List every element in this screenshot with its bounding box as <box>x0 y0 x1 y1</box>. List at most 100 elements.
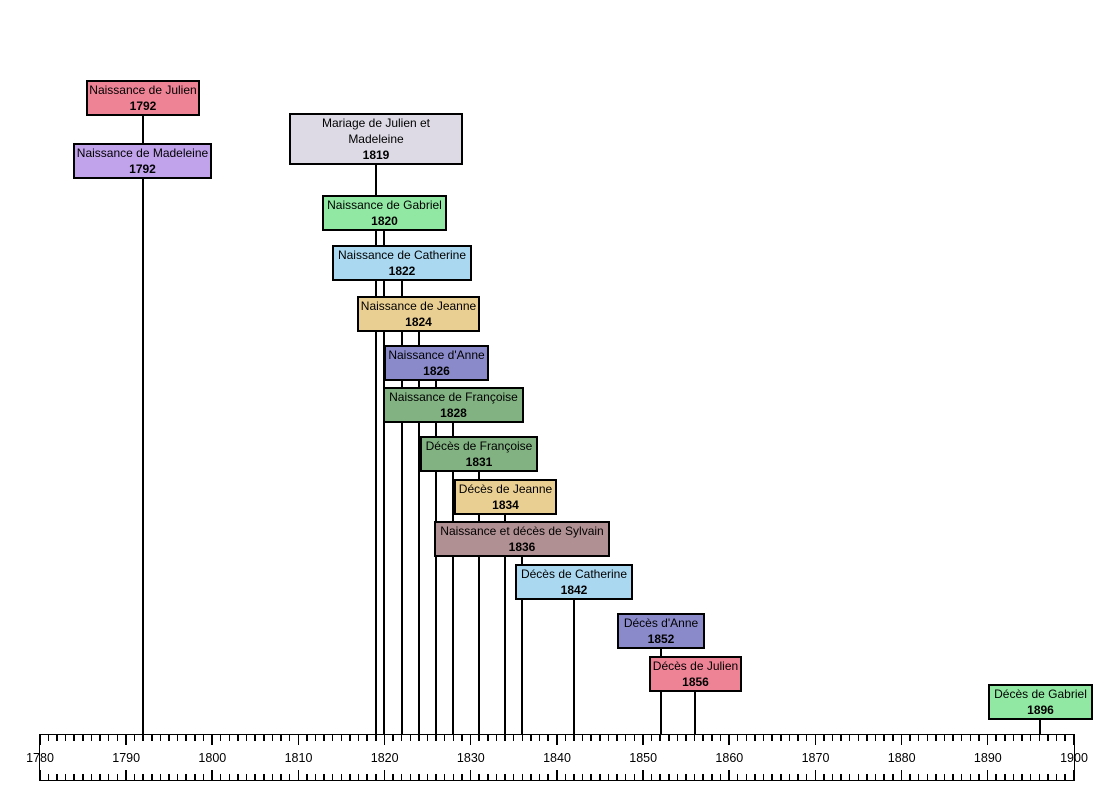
axis-tick-minor <box>960 735 963 741</box>
axis-tick-minor <box>719 735 722 741</box>
axis-tick-minor <box>883 774 885 780</box>
axis-tick-minor <box>547 774 549 780</box>
axis-year-label: 1900 <box>1060 750 1088 765</box>
axis-year-label: 1850 <box>629 750 658 765</box>
axis-tick-minor <box>400 774 403 780</box>
axis-tick-minor <box>47 735 50 741</box>
axis-tick-minor <box>702 774 704 780</box>
axis-tick-minor <box>159 735 162 741</box>
axis-tick-minor <box>909 774 911 780</box>
axis-tick-minor <box>616 735 618 741</box>
axis-tick-minor <box>624 735 627 741</box>
axis-tick-minor <box>521 774 524 780</box>
axis-tick-minor <box>478 774 480 780</box>
axis-year-label: 1870 <box>801 750 830 765</box>
axis-tick-minor <box>1064 774 1066 780</box>
axis-tick-minor <box>271 735 274 741</box>
axis-tick-minor <box>616 774 618 780</box>
axis-tick-minor <box>392 735 394 741</box>
event-name: Naissance de Julien <box>89 83 197 97</box>
axis-year-label: 1830 <box>456 750 485 765</box>
event-connector-line <box>1039 720 1042 734</box>
axis-tick-minor <box>159 774 162 780</box>
axis-tick-minor <box>1047 735 1049 741</box>
event-year: 1836 <box>508 540 536 554</box>
axis-tick-minor <box>1021 735 1023 741</box>
axis-tick-major <box>125 735 127 745</box>
axis-tick-minor <box>995 774 997 780</box>
axis-tick-minor <box>56 735 58 741</box>
axis-tick-minor <box>926 774 929 780</box>
axis-tick-minor <box>202 735 205 741</box>
axis-tick-minor <box>581 774 584 780</box>
axis-tick-major <box>469 770 472 780</box>
axis-tick-minor <box>323 735 325 741</box>
axis-tick-minor <box>874 735 877 741</box>
event-connector-line <box>383 231 386 734</box>
axis-tick-minor <box>280 774 282 780</box>
axis-tick-minor <box>90 774 93 780</box>
event-year: 1828 <box>440 406 467 420</box>
axis-tick-minor <box>1004 774 1006 780</box>
event-box: Naissance de Jeanne 1824 <box>357 296 480 332</box>
axis-tick-minor <box>599 774 601 780</box>
axis-tick-minor <box>969 774 972 780</box>
axis-tick-minor <box>1047 774 1049 780</box>
axis-tick-minor <box>176 735 179 741</box>
event-name: Décès de Françoise <box>425 439 533 453</box>
event-connector-line <box>478 472 481 734</box>
axis-tick-minor <box>1012 774 1015 780</box>
axis-year-label: 1860 <box>715 750 744 765</box>
event-connector-line <box>452 423 455 734</box>
axis-tick-minor <box>73 735 75 741</box>
axis-tick-minor <box>426 774 429 780</box>
axis-tick-major <box>814 770 816 780</box>
axis-year-label: 1800 <box>198 750 227 765</box>
axis-tick-minor <box>892 735 894 741</box>
event-year: 1834 <box>492 498 519 512</box>
axis-tick-minor <box>254 774 256 780</box>
event-box: Naissance de Madeleine 1792 <box>73 143 212 179</box>
axis-tick-minor <box>375 774 377 780</box>
axis-tick-minor <box>306 774 308 780</box>
axis-tick-minor <box>512 735 515 741</box>
axis-tick-minor <box>848 774 851 780</box>
axis-tick-minor <box>495 735 498 741</box>
axis-tick-minor <box>590 735 592 741</box>
axis-tick-minor <box>530 774 532 780</box>
axis-tick-minor <box>797 735 799 741</box>
axis-tick-minor <box>151 735 153 741</box>
event-name: Décès d'Anne <box>623 616 699 630</box>
axis-tick-minor <box>607 735 610 741</box>
event-year: 1792 <box>129 162 156 176</box>
axis-tick-minor <box>323 774 325 780</box>
event-year: 1856 <box>682 675 709 689</box>
axis-tick-minor <box>823 735 825 741</box>
axis-tick-minor <box>978 735 980 741</box>
event-name: Naissance de Catherine <box>337 248 467 262</box>
axis-tick-minor <box>228 735 231 741</box>
event-name: Mariage de Julien et <box>321 116 431 130</box>
axis-tick-minor <box>1029 735 1032 741</box>
axis-tick-minor <box>409 774 412 780</box>
axis-tick-minor <box>271 774 274 780</box>
axis-tick-major <box>1073 735 1075 745</box>
axis-tick-minor <box>263 774 265 780</box>
axis-tick-minor <box>452 774 455 780</box>
axis-tick-major <box>383 770 386 780</box>
axis-tick-minor <box>823 774 825 780</box>
event-box: Naissance de Julien 1792 <box>86 80 200 116</box>
axis-tick-minor <box>1004 735 1006 741</box>
axis-tick-minor <box>745 735 748 741</box>
axis-tick-minor <box>512 774 515 780</box>
axis-tick-minor <box>133 735 136 741</box>
axis-tick-minor <box>538 735 541 741</box>
axis-tick-minor <box>797 774 799 780</box>
axis-tick-minor <box>805 774 808 780</box>
axis-tick-minor <box>47 774 50 780</box>
axis-tick-minor <box>771 774 773 780</box>
axis-tick-major <box>297 770 299 780</box>
axis-tick-major <box>728 770 730 780</box>
axis-tick-major <box>556 735 558 745</box>
axis-tick-minor <box>116 774 119 780</box>
